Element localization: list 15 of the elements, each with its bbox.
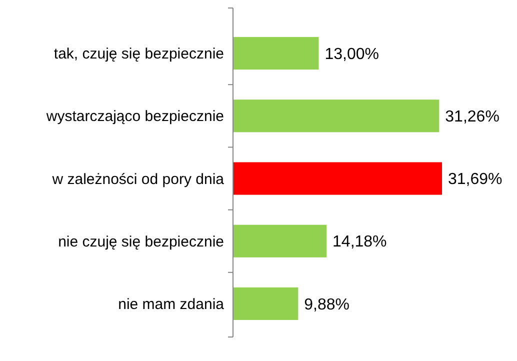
y-tick-label: nie mam zdania — [118, 296, 225, 313]
y-tick-label: w zależności od pory dnia — [51, 170, 225, 188]
bar — [233, 100, 440, 132]
bar — [233, 224, 327, 258]
y-tick-label: tak, czuję się bezpiecznie — [54, 46, 224, 63]
data-label: 9,88% — [304, 296, 350, 314]
data-label: 31,69% — [448, 171, 502, 188]
data-label: 31,26% — [445, 108, 500, 126]
data-label: 13,00% — [324, 46, 379, 63]
bar — [233, 287, 298, 320]
bar — [233, 37, 319, 70]
y-tick-label: nie czuję się bezpiecznie — [58, 233, 224, 250]
bar — [233, 162, 442, 195]
data-label: 14,18% — [332, 234, 387, 251]
y-tick-label: wystarczająco bezpiecznie — [45, 108, 224, 126]
